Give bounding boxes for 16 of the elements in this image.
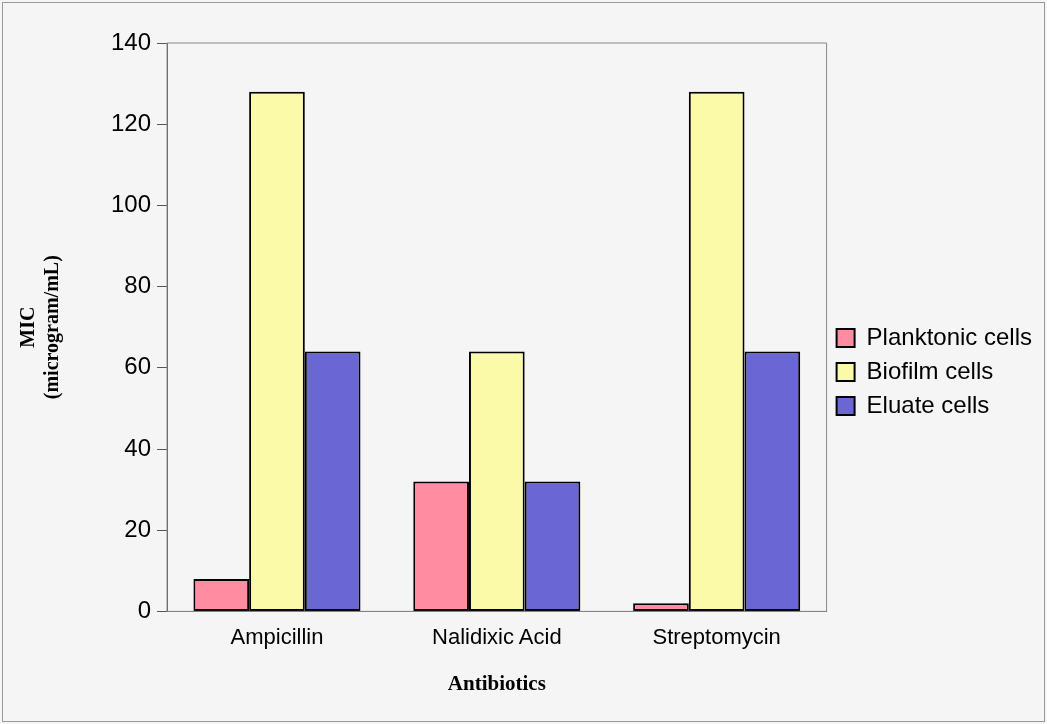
y-tick-label: 40 — [124, 433, 152, 461]
x-tick-label: Ampicillin — [230, 623, 324, 649]
legend-label: Planktonic cells — [866, 322, 1033, 350]
legend-label: Biofilm cells — [866, 356, 994, 384]
legend-label: Eluate cells — [866, 390, 990, 418]
y-tick-label: 0 — [137, 596, 152, 624]
x-axis-title: Antibiotics — [447, 670, 546, 695]
y-tick-label: 80 — [124, 271, 152, 299]
y-tick-label: 120 — [111, 108, 152, 136]
x-tick-label: Nalidixic Acid — [432, 623, 562, 649]
y-tick-label: 100 — [111, 190, 152, 218]
y-tick-label: 60 — [124, 352, 152, 380]
x-tick-label: Streptomycin — [652, 623, 781, 649]
y-axis-title: MIC (microgram/mL) — [16, 255, 64, 400]
y-tick-label: 140 — [111, 27, 152, 55]
y-tick-label: 20 — [124, 514, 152, 542]
